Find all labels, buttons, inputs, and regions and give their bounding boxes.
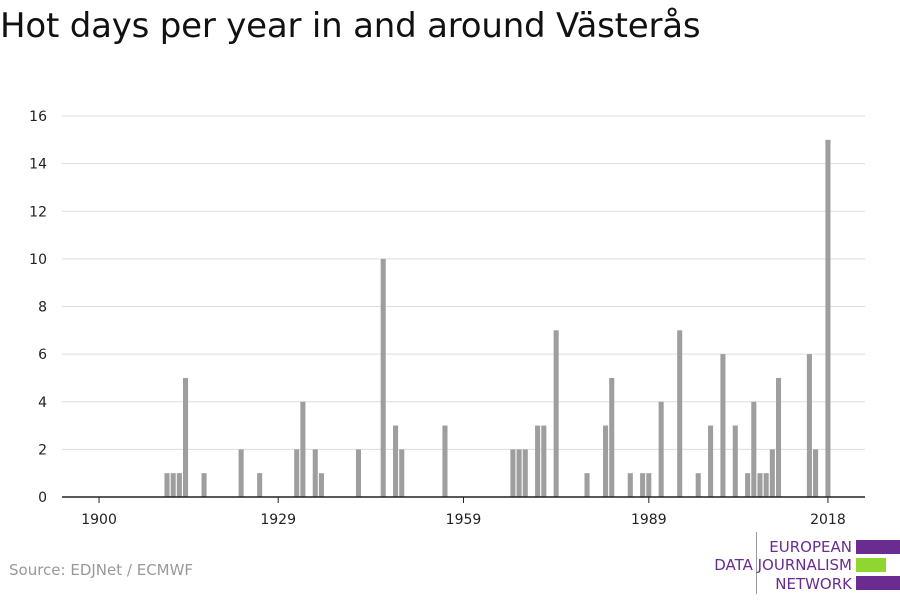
- y-tick-label: 16: [29, 109, 47, 125]
- bar-1923: [238, 449, 244, 497]
- bar-2015: [806, 354, 812, 497]
- gridlines: [62, 115, 865, 450]
- bar-2010: [775, 377, 782, 497]
- x-tick-label: 1989: [631, 512, 667, 528]
- bar-1946: [380, 258, 386, 497]
- bar-1913: [176, 473, 182, 497]
- bar-1974: [553, 330, 559, 497]
- logo-divider: [756, 532, 757, 594]
- bar-1914: [183, 377, 189, 497]
- bar-2016: [813, 449, 819, 497]
- y-tick-label: 6: [38, 347, 47, 363]
- y-tick-label: 10: [29, 252, 47, 268]
- x-tick-label: 1900: [81, 512, 117, 528]
- bar-2008: [763, 473, 769, 497]
- bar-2003: [732, 425, 738, 497]
- y-tick-label: 0: [38, 490, 47, 506]
- bar-2007: [757, 473, 763, 497]
- source-note: Source: EDJNet / ECMWF: [9, 561, 194, 579]
- x-tick-label: 2018: [810, 512, 846, 528]
- y-axis-ticks: 0 2 4 6 8 10 12 14 16: [29, 109, 47, 506]
- bar-2009: [769, 449, 775, 497]
- chart-title: Hot days per year in and around Västerås: [0, 6, 701, 46]
- y-tick-label: 4: [38, 395, 47, 411]
- bar-2005: [745, 473, 751, 497]
- y-tick-label: 14: [29, 157, 47, 173]
- edjnet-logo: EUROPEAN DATA JOURNALISM NETWORK: [700, 530, 900, 596]
- bar-1911: [164, 473, 170, 497]
- bar-1988: [640, 473, 646, 497]
- y-tick-label: 2: [38, 442, 47, 458]
- logo-bar-top: [856, 540, 900, 554]
- logo-text-european: EUROPEAN: [769, 538, 852, 556]
- bar-1991: [658, 401, 664, 497]
- bar-1999: [708, 425, 714, 497]
- bar-1986: [627, 473, 633, 497]
- logo-bar-middle: [856, 558, 886, 572]
- bar-1982: [603, 425, 609, 497]
- bar-1949: [399, 449, 405, 497]
- bar-2018: [825, 139, 831, 497]
- x-tick-label: 1959: [446, 512, 482, 528]
- bar-1997: [695, 473, 701, 497]
- bar-1989: [646, 473, 652, 497]
- bar-1933: [300, 401, 306, 497]
- bar-1972: [541, 425, 547, 497]
- bar-1971: [535, 425, 541, 497]
- bar-1969: [522, 449, 528, 497]
- bar-1942: [355, 449, 362, 497]
- y-tick-label: 8: [38, 300, 47, 316]
- bar-1983: [609, 377, 615, 497]
- bar-1968: [516, 449, 522, 497]
- bar-2001: [720, 354, 726, 497]
- bar-1917: [201, 473, 207, 497]
- bar-2006: [751, 401, 757, 497]
- bar-1932: [294, 449, 300, 497]
- bar-1967: [510, 449, 516, 497]
- bar-1994: [677, 330, 683, 497]
- x-tick-label: 1929: [260, 512, 296, 528]
- bar-1948: [393, 425, 399, 497]
- logo-text-data-journalism: DATA JOURNALISM: [714, 556, 852, 574]
- bar-1912: [170, 473, 176, 497]
- bar-1979: [584, 473, 590, 497]
- bar-1956: [442, 425, 448, 497]
- y-tick-label: 12: [29, 204, 47, 220]
- bars: [164, 139, 831, 497]
- logo-bar-bottom: [856, 576, 900, 590]
- logo-text-network: NETWORK: [775, 575, 852, 593]
- bar-1935: [312, 449, 318, 497]
- x-axis-ticks: 1900 1929 1959 1989 2018: [81, 497, 846, 528]
- bar-1926: [257, 473, 263, 497]
- bar-1936: [318, 473, 324, 497]
